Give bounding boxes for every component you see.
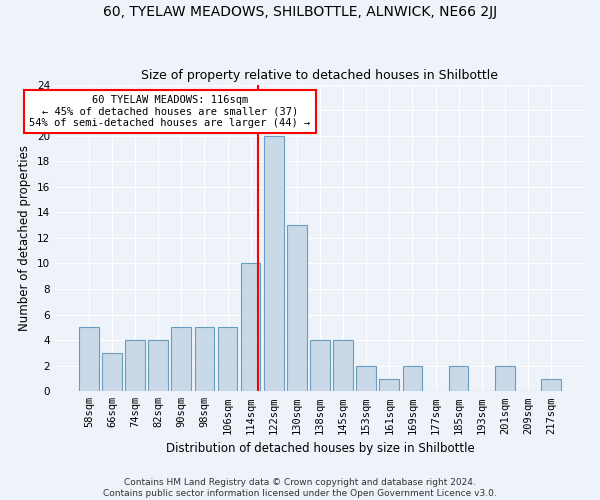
Bar [449,366,469,392]
Bar [495,366,515,392]
X-axis label: Distribution of detached houses by size in Shilbottle: Distribution of detached houses by size … [166,442,475,455]
Bar [356,366,376,392]
Bar [125,340,145,392]
Bar [287,225,307,392]
Bar [218,328,238,392]
Bar [310,340,330,392]
Bar [379,378,399,392]
Bar [264,136,284,392]
Bar [403,366,422,392]
Bar [148,340,168,392]
Text: 60 TYELAW MEADOWS: 116sqm
← 45% of detached houses are smaller (37)
54% of semi-: 60 TYELAW MEADOWS: 116sqm ← 45% of detac… [29,95,310,128]
Bar [79,328,98,392]
Text: Contains HM Land Registry data © Crown copyright and database right 2024.
Contai: Contains HM Land Registry data © Crown c… [103,478,497,498]
Bar [241,264,260,392]
Bar [541,378,561,392]
Bar [172,328,191,392]
Bar [194,328,214,392]
Bar [333,340,353,392]
Y-axis label: Number of detached properties: Number of detached properties [18,145,31,331]
Title: Size of property relative to detached houses in Shilbottle: Size of property relative to detached ho… [142,69,499,82]
Text: 60, TYELAW MEADOWS, SHILBOTTLE, ALNWICK, NE66 2JJ: 60, TYELAW MEADOWS, SHILBOTTLE, ALNWICK,… [103,5,497,19]
Bar [102,353,122,392]
